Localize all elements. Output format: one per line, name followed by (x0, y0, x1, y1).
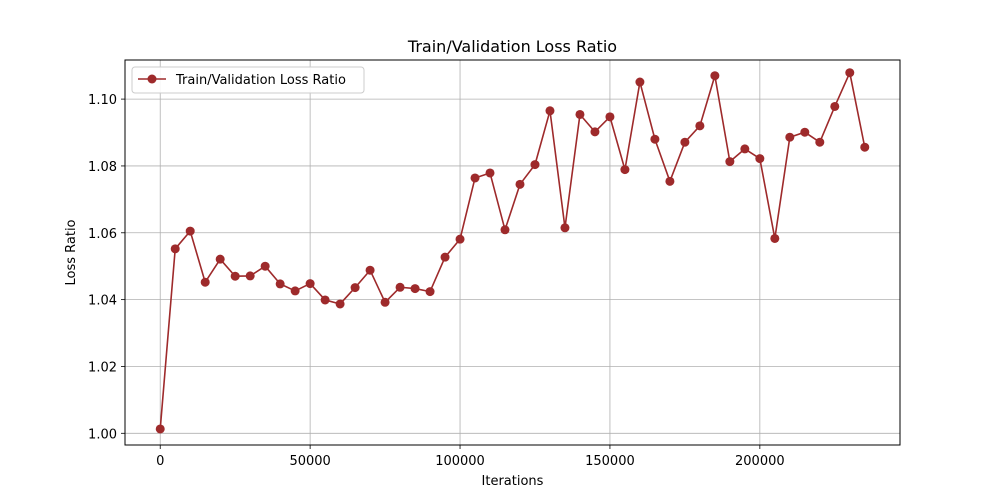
data-point (230, 271, 240, 281)
data-point (725, 157, 735, 167)
chart-title: Train/Validation Loss Ratio (407, 37, 617, 56)
data-point (830, 101, 840, 111)
data-point (395, 282, 405, 292)
y-tick-label: 1.02 (88, 360, 117, 375)
legend-label: Train/Validation Loss Ratio (175, 73, 346, 88)
data-point (605, 112, 615, 122)
data-point (305, 279, 315, 289)
plot-frame (124, 59, 901, 446)
y-axis-ticks: 1.00 1.02 1.04 1.06 1.08 1.10 (88, 93, 125, 442)
data-point (800, 127, 810, 137)
legend-box (131, 66, 365, 94)
x-tick-label: 150000 (585, 454, 635, 469)
series-group (155, 68, 870, 434)
data-point (290, 286, 300, 296)
y-tick-label: 1.00 (88, 427, 117, 442)
data-point (755, 154, 765, 164)
y-tick-label: 1.06 (88, 227, 117, 242)
data-point (155, 424, 165, 434)
data-point (785, 132, 795, 142)
data-point (185, 226, 195, 236)
data-point (695, 121, 705, 131)
grid-lines (125, 60, 900, 445)
data-point (335, 299, 345, 309)
data-point (650, 134, 660, 144)
data-point (860, 142, 870, 152)
data-point (365, 265, 375, 275)
data-point (215, 254, 225, 264)
x-tick-label: 50000 (289, 454, 330, 469)
legend-marker-swatch (147, 74, 157, 84)
data-point (530, 160, 540, 170)
x-axis-ticks: 0 50000 100000 150000 200000 (156, 445, 785, 469)
x-tick-label: 200000 (735, 454, 785, 469)
data-point (515, 179, 525, 189)
x-axis-label: Iterations (482, 474, 544, 489)
data-point (455, 234, 465, 244)
data-point (575, 109, 585, 119)
x-tick-label: 100000 (435, 454, 485, 469)
data-point (470, 173, 480, 183)
data-point (560, 223, 570, 233)
data-point (635, 77, 645, 87)
data-point (320, 295, 330, 305)
legend: Train/Validation Loss Ratio (131, 66, 365, 94)
data-point (740, 144, 750, 154)
data-point (680, 137, 690, 147)
data-point (380, 297, 390, 307)
data-point (845, 68, 855, 78)
y-tick-label: 1.08 (88, 160, 117, 175)
y-axis-label: Loss Ratio (64, 219, 79, 285)
y-tick-label: 1.04 (88, 294, 117, 309)
y-tick-label: 1.10 (88, 93, 117, 108)
data-point (170, 244, 180, 254)
data-point (350, 283, 360, 293)
data-point (710, 71, 720, 81)
data-point (590, 127, 600, 137)
x-tick-label: 0 (156, 454, 164, 469)
plot-background (125, 60, 900, 445)
data-point (440, 252, 450, 262)
data-point (485, 168, 495, 178)
data-point (260, 261, 270, 271)
data-point (200, 277, 210, 287)
data-point (275, 279, 285, 289)
data-point (815, 137, 825, 147)
data-point (665, 176, 675, 186)
data-point (500, 225, 510, 235)
data-point (620, 165, 630, 175)
data-point (545, 106, 555, 116)
data-point (245, 271, 255, 281)
data-point (410, 284, 420, 294)
data-point (770, 233, 780, 243)
data-point (425, 287, 435, 297)
